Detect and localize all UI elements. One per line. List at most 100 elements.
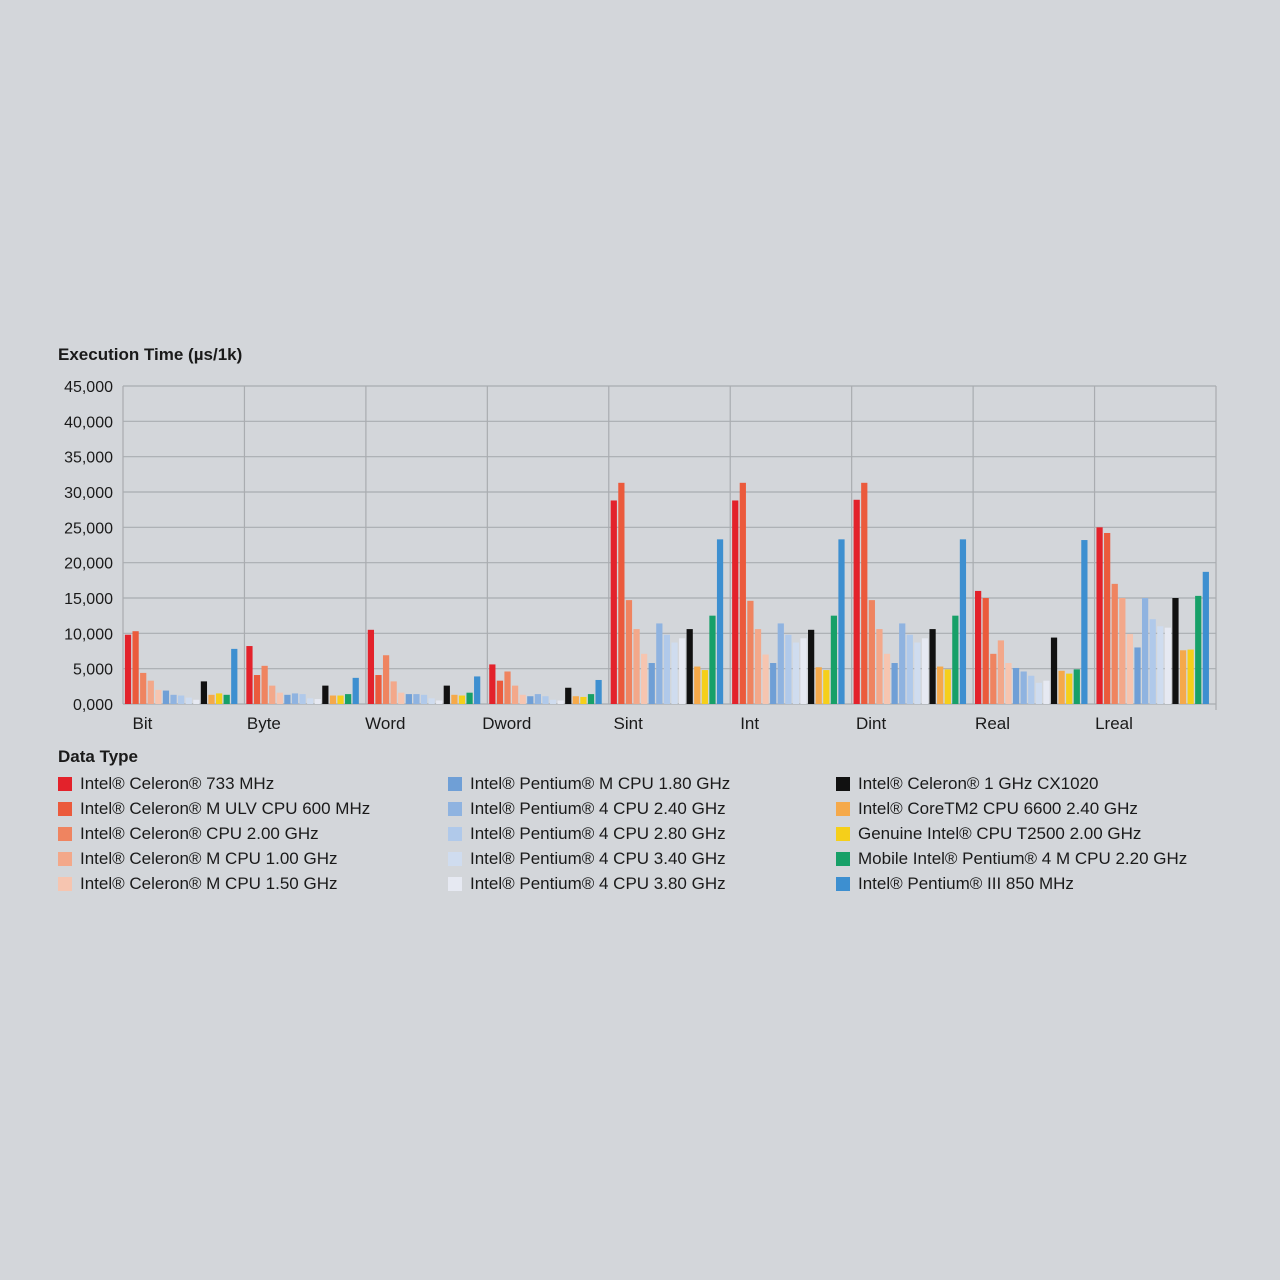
legend-item: Intel® Celeron® 1 GHz CX1020 bbox=[836, 774, 1099, 794]
bar bbox=[1012, 667, 1020, 704]
legend-item: Intel® Celeron® 733 MHz bbox=[58, 774, 274, 794]
bar bbox=[777, 623, 784, 704]
legend-label: Intel® Celeron® CPU 2.00 GHz bbox=[80, 824, 319, 843]
bar bbox=[1157, 626, 1164, 704]
bar bbox=[686, 629, 693, 704]
bar bbox=[891, 663, 898, 704]
bar bbox=[132, 631, 139, 704]
bar bbox=[982, 598, 989, 704]
bar bbox=[269, 685, 276, 704]
bar bbox=[747, 600, 754, 704]
bar bbox=[876, 629, 883, 704]
bar bbox=[1043, 680, 1050, 704]
bar bbox=[899, 623, 906, 704]
legend-item: Intel® CoreTM2 CPU 6600 2.40 GHz bbox=[836, 799, 1138, 819]
legend-item: Intel® Pentium® 4 CPU 3.40 GHz bbox=[448, 849, 726, 869]
bar bbox=[944, 669, 951, 704]
bar bbox=[549, 699, 557, 704]
bar bbox=[641, 653, 648, 704]
bar bbox=[451, 694, 458, 704]
bar bbox=[512, 685, 519, 704]
x-tick-label: Bit bbox=[133, 714, 153, 733]
legend: Intel® Celeron® 733 MHz Intel® Celeron® M… bbox=[58, 774, 1238, 904]
bar bbox=[474, 676, 481, 704]
bar bbox=[762, 654, 769, 704]
bar bbox=[1005, 663, 1012, 704]
bar bbox=[307, 698, 314, 704]
bar bbox=[496, 680, 504, 704]
legend-label: Intel® Pentium® III 850 MHz bbox=[858, 874, 1074, 893]
legend-title: Data Type bbox=[58, 747, 138, 766]
bar bbox=[208, 694, 215, 704]
bar bbox=[830, 615, 838, 704]
bar bbox=[466, 692, 473, 704]
bar bbox=[1066, 673, 1073, 704]
bar bbox=[792, 642, 800, 704]
bar bbox=[883, 653, 891, 704]
bar bbox=[1119, 598, 1126, 704]
bar bbox=[534, 694, 541, 704]
bar bbox=[656, 623, 663, 704]
bar bbox=[291, 693, 299, 704]
bar bbox=[443, 685, 450, 704]
legend-swatch bbox=[836, 802, 850, 816]
legend-swatch bbox=[836, 852, 850, 866]
bar bbox=[853, 499, 860, 704]
bar bbox=[754, 629, 762, 704]
bar bbox=[420, 694, 428, 704]
legend-swatch bbox=[448, 877, 462, 891]
bar bbox=[223, 694, 230, 704]
bar bbox=[868, 600, 875, 704]
bar bbox=[253, 675, 261, 704]
bar bbox=[1073, 669, 1080, 704]
bar bbox=[648, 663, 655, 704]
legend-label: Intel® Pentium® 4 CPU 2.40 GHz bbox=[470, 799, 726, 818]
legend-swatch bbox=[836, 777, 850, 791]
bar bbox=[147, 680, 154, 704]
bar bbox=[1058, 670, 1065, 704]
bar bbox=[663, 634, 671, 704]
bar bbox=[709, 615, 716, 704]
y-tick-label: 25,000 bbox=[64, 520, 113, 537]
bar bbox=[398, 692, 405, 704]
bar bbox=[345, 694, 352, 704]
bar bbox=[367, 629, 375, 704]
bar bbox=[1202, 571, 1209, 704]
bar bbox=[382, 655, 390, 704]
bar bbox=[565, 687, 572, 704]
bar bbox=[694, 666, 701, 704]
legend-label: Intel® Celeron® M CPU 1.50 GHz bbox=[80, 874, 338, 893]
legend-swatch bbox=[58, 852, 72, 866]
bar bbox=[618, 482, 625, 704]
legend-item: Intel® Celeron® M CPU 1.00 GHz bbox=[58, 849, 337, 869]
y-axis-title: Execution Time (µs/1k) bbox=[58, 345, 243, 364]
bar bbox=[314, 699, 321, 704]
x-tick-label: Dword bbox=[482, 714, 531, 733]
bar bbox=[716, 539, 724, 704]
bar bbox=[352, 677, 359, 704]
legend-item: Genuine Intel® CPU T2500 2.00 GHz bbox=[836, 824, 1141, 844]
bar bbox=[337, 695, 344, 704]
legend-label: Intel® Pentium® 4 CPU 2.80 GHz bbox=[470, 824, 726, 843]
bars bbox=[124, 482, 1209, 704]
bar bbox=[739, 482, 746, 704]
legend-label: Intel® Pentium® M CPU 1.80 GHz bbox=[470, 774, 731, 793]
bar bbox=[1104, 532, 1111, 704]
bar bbox=[1134, 647, 1141, 704]
bar bbox=[823, 670, 830, 704]
y-tick-label: 20,000 bbox=[64, 556, 113, 573]
y-tick-label: 30,000 bbox=[64, 485, 113, 502]
bar bbox=[162, 690, 170, 704]
bar bbox=[231, 648, 238, 704]
y-tick-label: 0,000 bbox=[73, 697, 113, 714]
bar bbox=[178, 695, 185, 704]
bar bbox=[937, 666, 944, 704]
bar bbox=[701, 670, 708, 704]
legend-item: Intel® Celeron® CPU 2.00 GHz bbox=[58, 824, 319, 844]
legend-item: Mobile Intel® Pentium® 4 M CPU 2.20 GHz bbox=[836, 849, 1187, 869]
bar bbox=[261, 665, 268, 704]
legend-label: Genuine Intel® CPU T2500 2.00 GHz bbox=[858, 824, 1142, 843]
bar bbox=[595, 679, 602, 704]
bar bbox=[959, 539, 967, 704]
bar bbox=[732, 500, 739, 704]
